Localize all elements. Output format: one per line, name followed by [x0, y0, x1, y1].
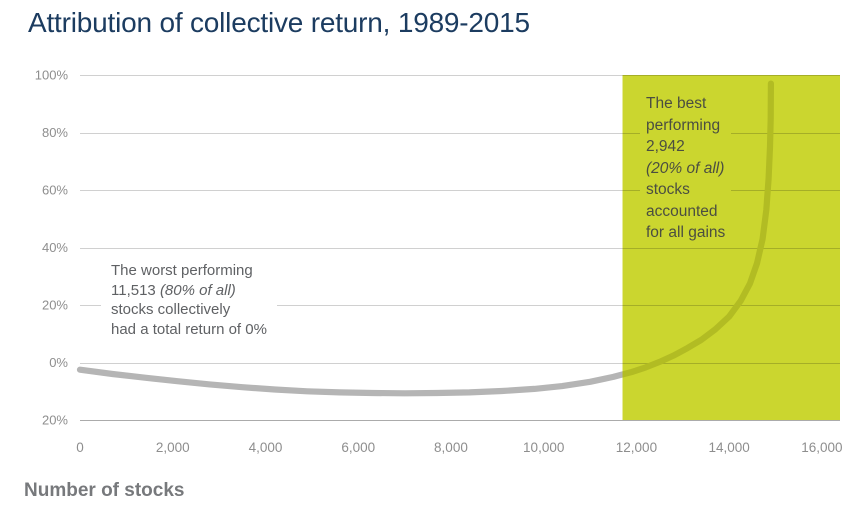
x-tick-label: 14,000	[709, 440, 750, 455]
y-tick-label: 60%	[42, 183, 68, 198]
worst-performing-annotation: The worst performing 11,513 (80% of all) s…	[101, 258, 277, 342]
y-tick-label: 80%	[42, 125, 68, 140]
x-tick-label: 0	[76, 440, 84, 455]
annotation-line: stocks	[646, 181, 690, 198]
return-curve-gray	[76, 366, 623, 397]
annotation-line: for all gains	[646, 224, 726, 241]
x-tick-label: 10,000	[523, 440, 564, 455]
y-tick-label: 40%	[42, 240, 68, 255]
x-tick-label: 16,000	[801, 440, 842, 455]
annotation-line: accounted	[646, 202, 718, 220]
annotation-line: 11,513 (80% of all)	[111, 281, 236, 299]
chart-title: Attribution of collective return, 1989-2…	[28, 7, 530, 38]
annotation-line: had a total return of 0%	[111, 320, 267, 338]
x-tick-label: 12,000	[616, 440, 657, 455]
x-tick-label: 8,000	[434, 440, 468, 455]
x-axis-title: Number of stocks	[24, 480, 185, 501]
y-tick-label: 0%	[49, 355, 68, 370]
x-tick-label: 4,000	[249, 440, 283, 455]
annotation-line: (20% of all)	[646, 159, 725, 177]
annotation-line: The worst performing	[111, 262, 253, 279]
annotation-line: stocks collectively	[111, 301, 231, 318]
annotation-line: performing	[646, 116, 721, 134]
y-tick-label: 20%	[42, 298, 68, 313]
annotation-line: The best	[646, 95, 707, 112]
best-performing-annotation: The best performing 2,942 (20% of all) stock…	[640, 90, 732, 247]
return-curve-olive	[622, 80, 774, 378]
annotation-line: 2,942	[646, 138, 685, 155]
x-tick-label: 6,000	[341, 440, 375, 455]
y-tick-label: 20%	[42, 413, 68, 428]
x-tick-label: 2,000	[156, 440, 190, 455]
y-tick-label: 100%	[35, 68, 69, 83]
